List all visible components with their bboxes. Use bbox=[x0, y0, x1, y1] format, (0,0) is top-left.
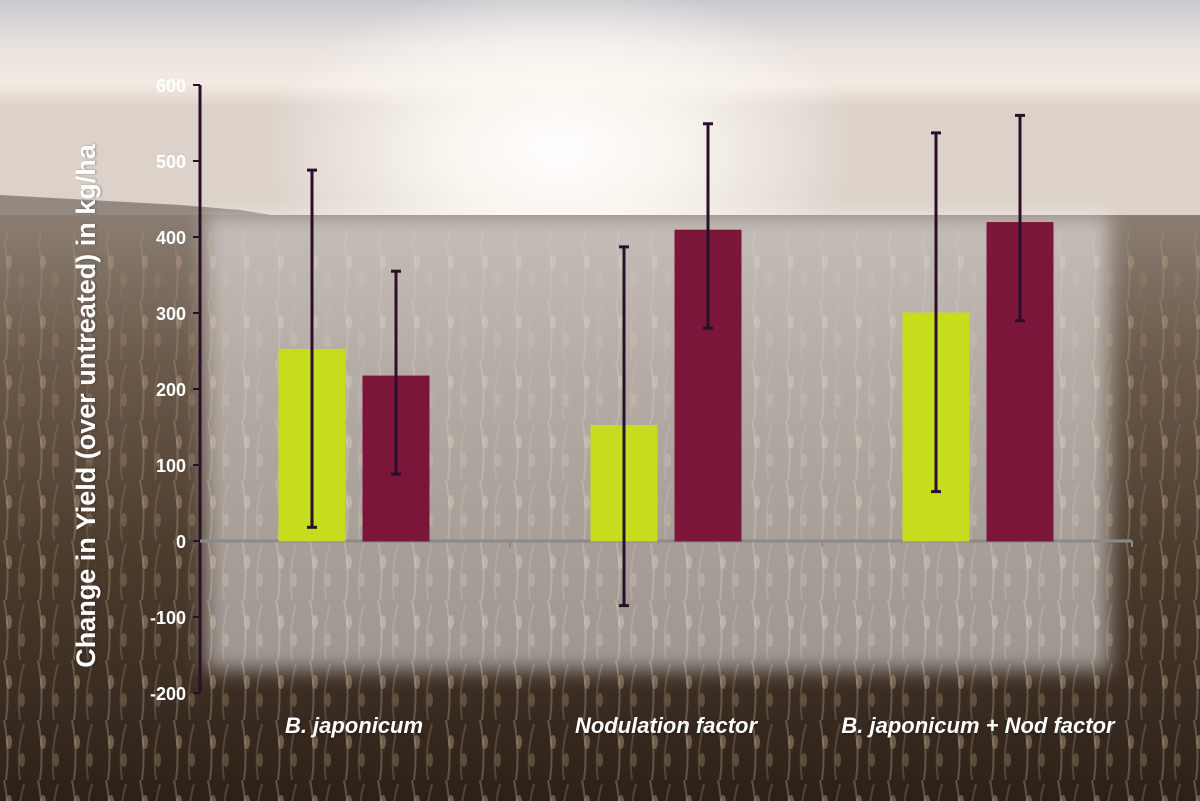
y-tick-label: 600 bbox=[156, 76, 186, 96]
x-tick-label: B. japonicum + Nod factor bbox=[841, 713, 1115, 738]
y-tick-label: 400 bbox=[156, 228, 186, 248]
x-tick-label: Nodulation factor bbox=[574, 713, 758, 738]
y-tick-label: 100 bbox=[156, 456, 186, 476]
y-axis-title: Change in Yield (over untreated) in kg/h… bbox=[71, 144, 101, 668]
plot-area: -200 -100 0 100 200 300 400 500 600 bbox=[150, 76, 1133, 704]
y-tick-label: -100 bbox=[150, 608, 186, 628]
y-tick-label: 300 bbox=[156, 304, 186, 324]
y-tick-label: 200 bbox=[156, 380, 186, 400]
y-tick-label: -200 bbox=[150, 684, 186, 704]
y-tick-label: 500 bbox=[156, 152, 186, 172]
x-tick-label: B. japonicum bbox=[284, 713, 424, 738]
y-tick-label: 0 bbox=[176, 532, 186, 552]
